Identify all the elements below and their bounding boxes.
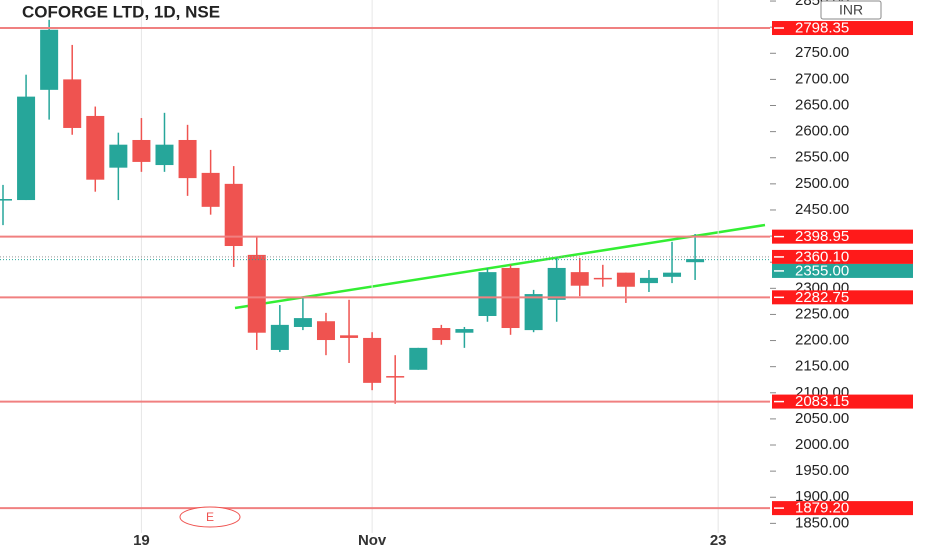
y-tick-label: 2650.00 (795, 96, 849, 113)
candle-body (547, 267, 566, 300)
candle-body (616, 272, 635, 287)
y-tick-label: 2450.00 (795, 201, 849, 218)
candle-body (570, 272, 589, 286)
level-box (772, 501, 913, 516)
candle-body (224, 183, 243, 247)
candle-body (132, 139, 151, 162)
candle-body (247, 254, 266, 333)
level-box (772, 229, 913, 244)
x-tick-label: 23 (710, 532, 727, 549)
candle-body (409, 347, 428, 370)
level-label: 2282.75 (795, 289, 849, 306)
candle-body (17, 96, 36, 201)
candle-body (386, 376, 405, 378)
candle-body (201, 172, 220, 207)
level-label: 1879.20 (795, 500, 849, 517)
candle-body (432, 328, 451, 341)
candle-body (270, 324, 289, 350)
candle-body (593, 277, 612, 280)
y-tick-label: 2700.00 (795, 70, 849, 87)
y-tick-label: 2000.00 (795, 436, 849, 453)
last-price-box (772, 263, 913, 278)
candle-body (178, 139, 197, 179)
y-tick-label: 2050.00 (795, 410, 849, 427)
previous-close-label: 2360.10 (795, 248, 849, 265)
candle-body (663, 272, 682, 277)
candle-body (316, 321, 335, 341)
candle-body (340, 335, 359, 338)
earnings-label: E (206, 510, 214, 524)
candle-body (0, 199, 12, 201)
candle-body (524, 294, 543, 331)
y-tick-label: 1850.00 (795, 514, 849, 531)
candle-body (639, 277, 658, 284)
last-price-label: 2355.00 (795, 262, 849, 279)
y-tick-label: 2500.00 (795, 175, 849, 192)
x-tick-label: Nov (358, 532, 387, 549)
candle-body (363, 337, 382, 383)
y-tick-label: 2200.00 (795, 332, 849, 349)
chart-title: COFORGE LTD, 1D, NSE (22, 2, 220, 21)
candle-body (63, 79, 82, 128)
previous-close-box (772, 249, 913, 264)
candle-body (86, 115, 105, 180)
y-tick-label: 2600.00 (795, 123, 849, 140)
level-label: 2398.95 (795, 228, 849, 245)
currency: INR (839, 2, 863, 18)
level-box (772, 290, 913, 305)
level-label: 2083.15 (795, 393, 849, 410)
candle-body (155, 144, 174, 166)
x-tick-label: 19 (133, 532, 150, 549)
candle-body (293, 318, 312, 327)
trend-line (234, 223, 766, 310)
candle-body (455, 329, 474, 333)
y-tick-label: 2750.00 (795, 44, 849, 61)
y-tick-label: 2550.00 (795, 149, 849, 166)
candle-body (40, 29, 59, 90)
candle-body (478, 272, 497, 317)
level-box (772, 21, 913, 36)
level-label: 2798.35 (795, 19, 849, 36)
y-tick-label: 2150.00 (795, 358, 849, 375)
y-tick-label: 1950.00 (795, 462, 849, 479)
level-box (772, 394, 913, 409)
currency-box (820, 0, 882, 20)
y-tick-label: 2250.00 (795, 305, 849, 322)
y-tick-label: 1900.00 (795, 488, 849, 505)
candle-body (686, 259, 705, 263)
earnings-marker[interactable] (179, 506, 241, 528)
candle-body (109, 144, 128, 168)
